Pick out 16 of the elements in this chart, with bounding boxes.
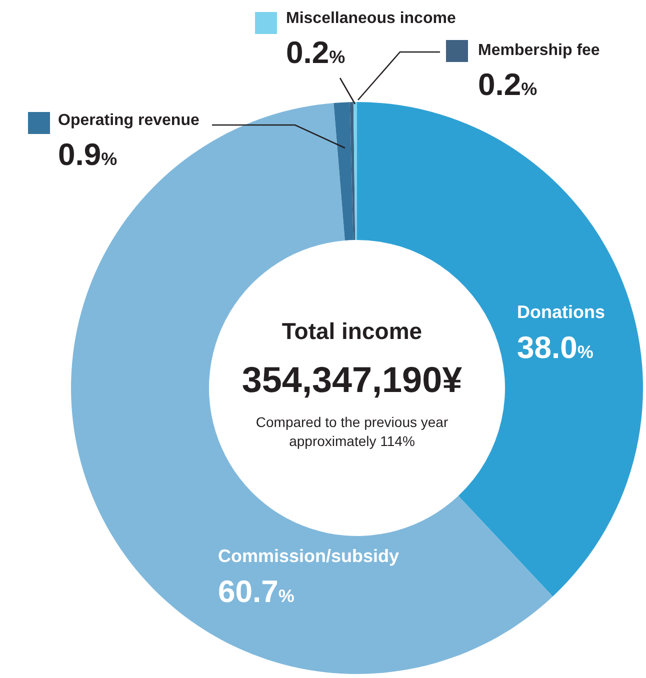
data-label: 0.2%: [286, 35, 346, 70]
slice-label: Donations: [517, 302, 605, 322]
legend-label: Miscellaneous income: [286, 10, 456, 27]
data-label: 38.0%: [517, 330, 594, 365]
text: Compared to the previous year approximately 114%: [254, 413, 450, 451]
donut-slice: [350, 102, 356, 240]
slice-label: Commission/subsidy: [218, 546, 400, 566]
text: 354,347,190¥: [240, 359, 464, 401]
donut-slice: [353, 102, 357, 240]
data-label: 0.2%: [478, 67, 538, 102]
legend-label: Membership fee: [478, 42, 600, 59]
donut-slice: [334, 102, 354, 240]
data-label: 60.7%: [218, 574, 294, 609]
legend-label: Operating revenue: [58, 112, 200, 129]
text: Total income: [280, 318, 424, 345]
data-label: 0.9%: [58, 137, 118, 172]
